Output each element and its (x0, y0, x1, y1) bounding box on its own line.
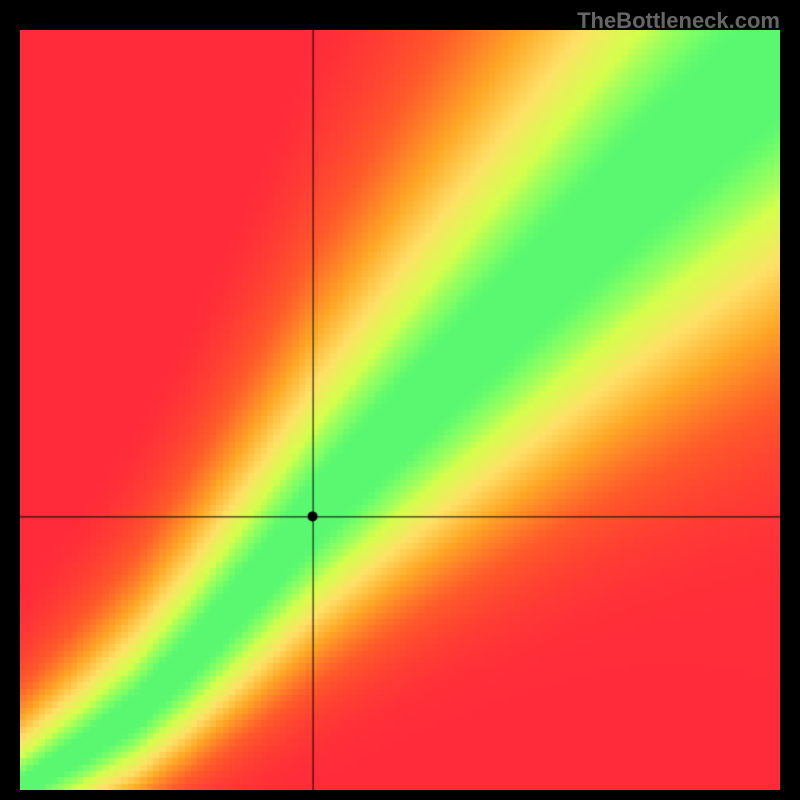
heatmap-canvas (20, 30, 780, 790)
chart-container: TheBottleneck.com (0, 0, 800, 800)
watermark-text: TheBottleneck.com (577, 8, 780, 34)
heatmap-plot (20, 30, 780, 790)
